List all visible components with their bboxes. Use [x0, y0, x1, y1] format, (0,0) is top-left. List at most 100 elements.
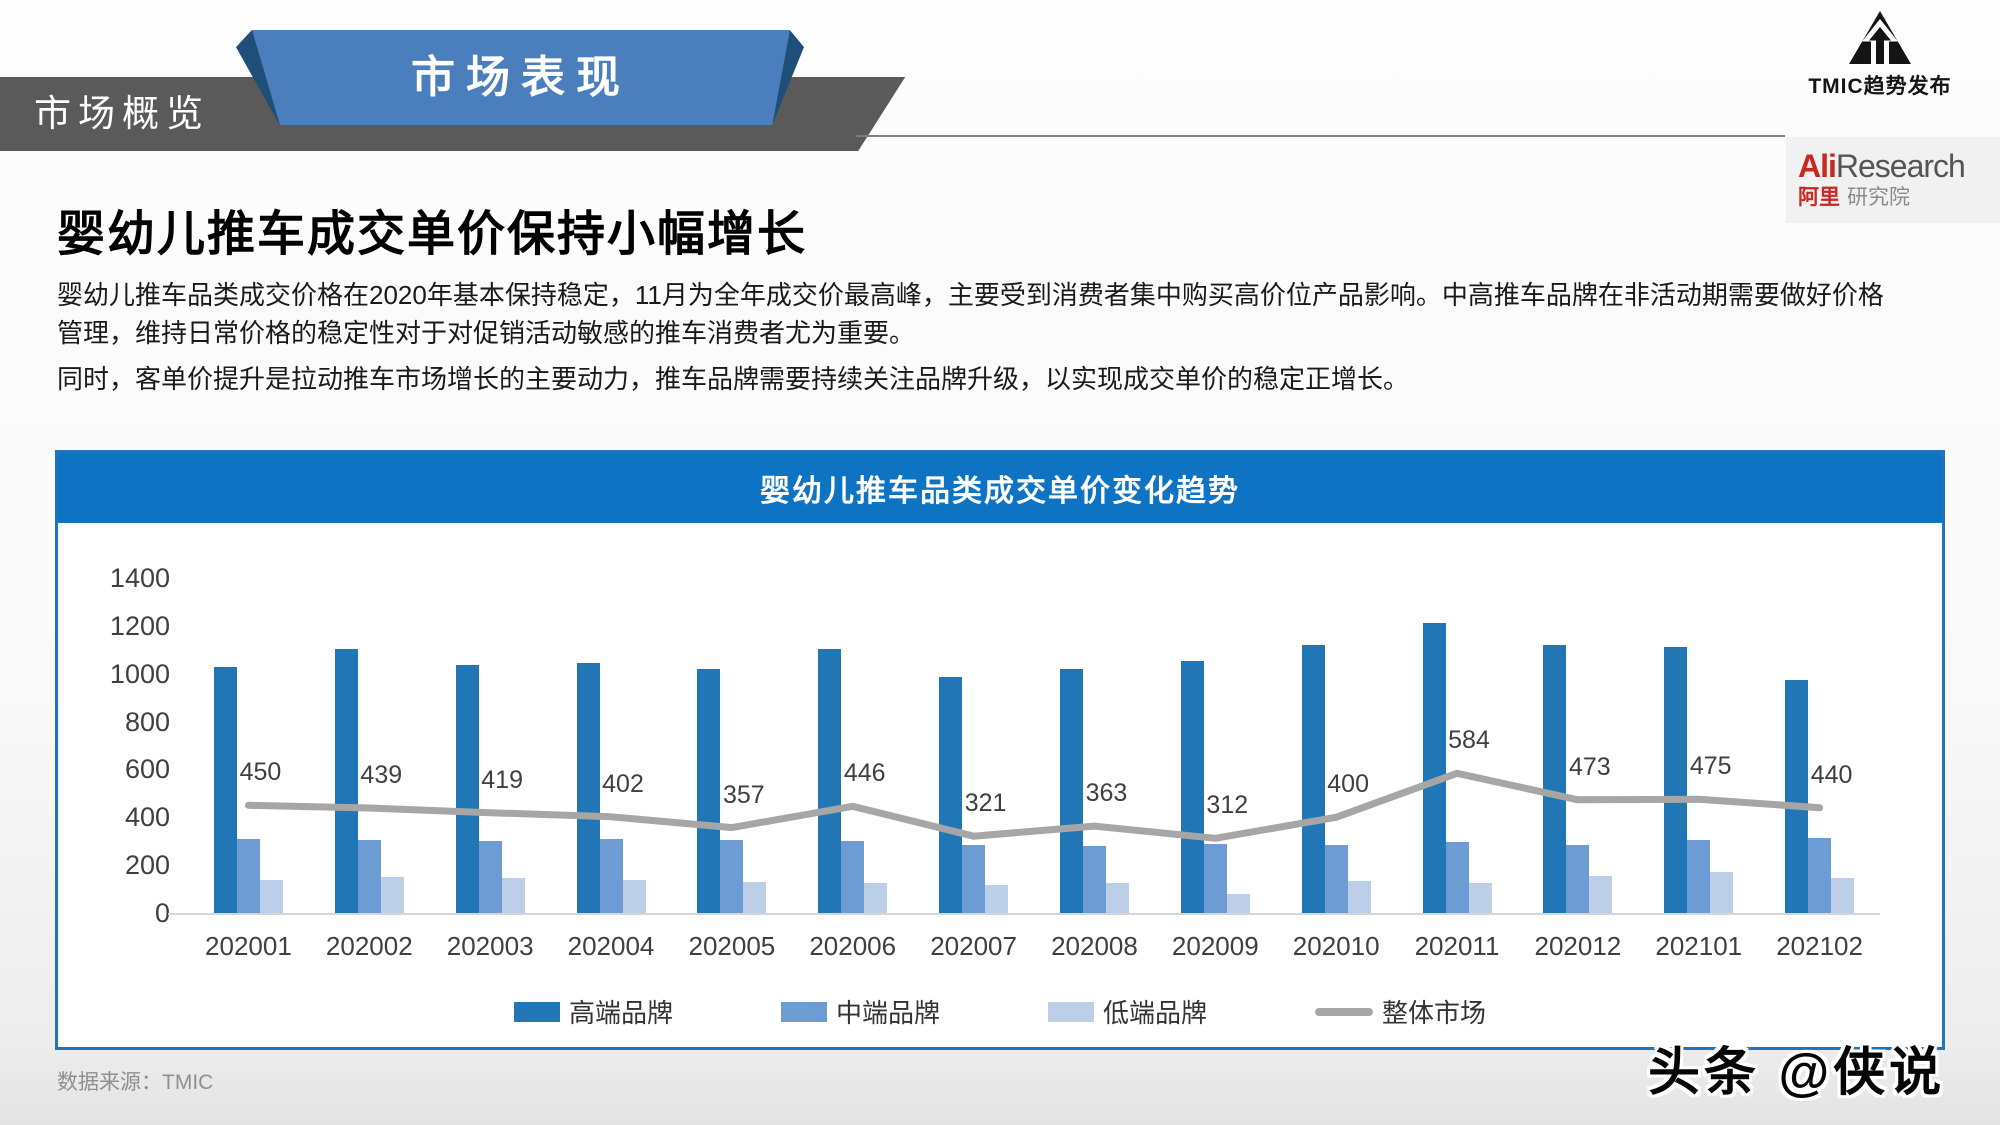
- aliresearch-logo-en: AliResearch: [1798, 149, 2000, 183]
- x-tick-202102: 202102: [1776, 931, 1863, 961]
- bar-中端品牌-202012: [1566, 844, 1590, 913]
- section-banner-blue: 市场表现: [252, 30, 790, 125]
- bar-高端品牌-202003: [455, 665, 479, 913]
- x-axis-labels: 202001 202002 202003 202004 202005 202006 2020…: [188, 931, 1880, 962]
- legend-swatch-中端品牌: [780, 1001, 827, 1022]
- bar-中端品牌-202102: [1808, 837, 1832, 913]
- x-tick-202002: 202002: [325, 931, 413, 961]
- bar-低端品牌-202011: [1468, 883, 1492, 913]
- y-tick-600: 600: [124, 754, 170, 785]
- bar-group-202102: [1759, 578, 1880, 913]
- section-banner-gray-label: 市场概览: [34, 93, 210, 134]
- bar-group-202008: [1034, 578, 1155, 913]
- y-axis: 0 200 400 600 800 1000 1200 1400: [58, 563, 170, 928]
- bar-高端品牌-202011: [1422, 623, 1446, 913]
- x-tick-202001: 202001: [205, 931, 292, 961]
- x-tick-202003: 202003: [446, 931, 534, 961]
- line-point-label-202102: 440: [1810, 760, 1853, 789]
- line-point-label-202002: 439: [360, 760, 403, 789]
- line-point-label-202012: 473: [1568, 752, 1611, 781]
- bar-中端品牌-202007: [962, 844, 986, 913]
- header-rule-line: [856, 135, 1785, 137]
- page-title: 婴幼儿推车成交单价保持小幅增长: [57, 208, 808, 261]
- x-tick-202101: 202101: [1655, 931, 1743, 961]
- bar-低端品牌-202008: [1105, 883, 1129, 913]
- bar-中端品牌-202010: [1324, 844, 1348, 913]
- x-tick-202011: 202011: [1414, 931, 1500, 961]
- bar-低端品牌-202002: [380, 877, 404, 913]
- legend-item-低端品牌: 低端品牌: [1048, 993, 1207, 1030]
- chart-title-bar: 婴幼儿推车品类成交单价变化趋势: [58, 453, 1942, 523]
- bar-group-202005: [671, 578, 792, 913]
- x-tick-202005: 202005: [688, 931, 776, 961]
- line-point-label-202011: 584: [1448, 726, 1490, 755]
- body-paragraph-1: 婴幼儿推车品类成交价格在2020年基本保持稳定，11月为全年成交价最高峰，主要受…: [57, 280, 1884, 348]
- tmic-logo: TMIC趋势发布: [1788, 10, 1972, 100]
- x-tick-202012: 202012: [1534, 931, 1622, 961]
- bar-高端品牌-202010: [1301, 645, 1325, 913]
- x-tick-202007: 202007: [930, 931, 1017, 961]
- bar-低端品牌-202012: [1589, 875, 1613, 913]
- ali-logo-cn-gray-text: 研究院: [1847, 186, 1910, 209]
- bar-group-202002: [309, 578, 430, 913]
- bar-中端品牌-202004: [599, 838, 623, 913]
- bar-高端品牌-202002: [334, 648, 358, 913]
- legend-item-整体市场: 整体市场: [1315, 993, 1486, 1030]
- watermark-text: 头条 @侠说: [1648, 1044, 1946, 1102]
- y-tick-200: 200: [124, 850, 170, 881]
- data-source-note: 数据来源：TMIC: [57, 1071, 214, 1094]
- bar-低端品牌-202007: [985, 885, 1009, 913]
- bar-group-202012: [1517, 578, 1638, 913]
- bar-中端品牌-202008: [1082, 846, 1106, 913]
- bar-低端品牌-202009: [1226, 893, 1250, 913]
- chart-card: 婴幼儿推车品类成交单价变化趋势 0 200 400 600 800 1000 1200 140…: [55, 450, 1945, 1050]
- ali-logo-research-text: Research: [1835, 148, 1966, 184]
- bar-低端品牌-202003: [501, 878, 525, 913]
- plot-area: 450 439 419 402 357 446 321 363 312 400 584 473 475 4…: [168, 578, 1880, 915]
- line-point-label-202001: 450: [239, 758, 282, 787]
- section-banner-blue-label: 市场表现: [411, 53, 631, 102]
- line-point-label-202008: 363: [1085, 779, 1128, 808]
- y-tick-1400: 1400: [109, 563, 170, 593]
- bar-group-202007: [913, 578, 1034, 913]
- bar-低端品牌-202006: [864, 883, 888, 913]
- legend-swatch-低端品牌: [1048, 1001, 1094, 1022]
- bar-group-202101: [1638, 578, 1759, 913]
- legend-swatch-整体市场: [1315, 1007, 1374, 1016]
- bar-高端品牌-202009: [1180, 660, 1204, 913]
- body-paragraph-2: 同时，客单价提升是拉动推车市场增长的主要动力，推车品牌需要持续关注品牌升级，以实…: [57, 364, 1410, 394]
- y-tick-0: 0: [154, 898, 170, 928]
- legend-label-高端品牌: 高端品牌: [568, 998, 673, 1028]
- bar-低端品牌-202005: [743, 881, 767, 913]
- bar-中端品牌-202009: [1203, 843, 1227, 913]
- bar-中端品牌-202101: [1687, 840, 1711, 913]
- x-tick-202004: 202004: [567, 931, 655, 961]
- bar-高端品牌-202008: [1059, 668, 1083, 913]
- line-series-layer: [244, 769, 1824, 842]
- bar-group-202003: [430, 578, 551, 913]
- bar-高端品牌-202101: [1664, 647, 1688, 913]
- legend-label-低端品牌: 低端品牌: [1103, 998, 1208, 1028]
- y-tick-1000: 1000: [109, 658, 170, 689]
- legend-label-中端品牌: 中端品牌: [835, 998, 940, 1028]
- tmic-arrow-icon: [1849, 11, 1911, 64]
- ali-logo-cn-red-text: 阿里: [1798, 186, 1840, 209]
- bar-低端品牌-202101: [1710, 872, 1734, 913]
- bar-低端品牌-202010: [1347, 880, 1371, 913]
- line-point-label-202010: 400: [1327, 770, 1369, 799]
- bar-中端品牌-202001: [236, 838, 260, 913]
- legend-swatch-高端品牌: [513, 1001, 560, 1022]
- bar-group-202009: [1155, 578, 1276, 913]
- y-tick-800: 800: [124, 706, 170, 737]
- line-point-label-202004: 402: [602, 769, 644, 798]
- legend-item-中端品牌: 中端品牌: [780, 993, 940, 1030]
- legend-item-高端品牌: 高端品牌: [513, 993, 673, 1030]
- bar-中端品牌-202006: [841, 841, 865, 913]
- aliresearch-logo: AliResearch 阿里 研究院: [1786, 137, 2000, 223]
- line-point-label-202009: 312: [1206, 791, 1249, 820]
- bar-group-202006: [792, 578, 913, 913]
- bar-低端品牌-202004: [622, 879, 646, 913]
- legend-label-整体市场: 整体市场: [1382, 998, 1487, 1028]
- bar-高端品牌-202007: [939, 677, 963, 913]
